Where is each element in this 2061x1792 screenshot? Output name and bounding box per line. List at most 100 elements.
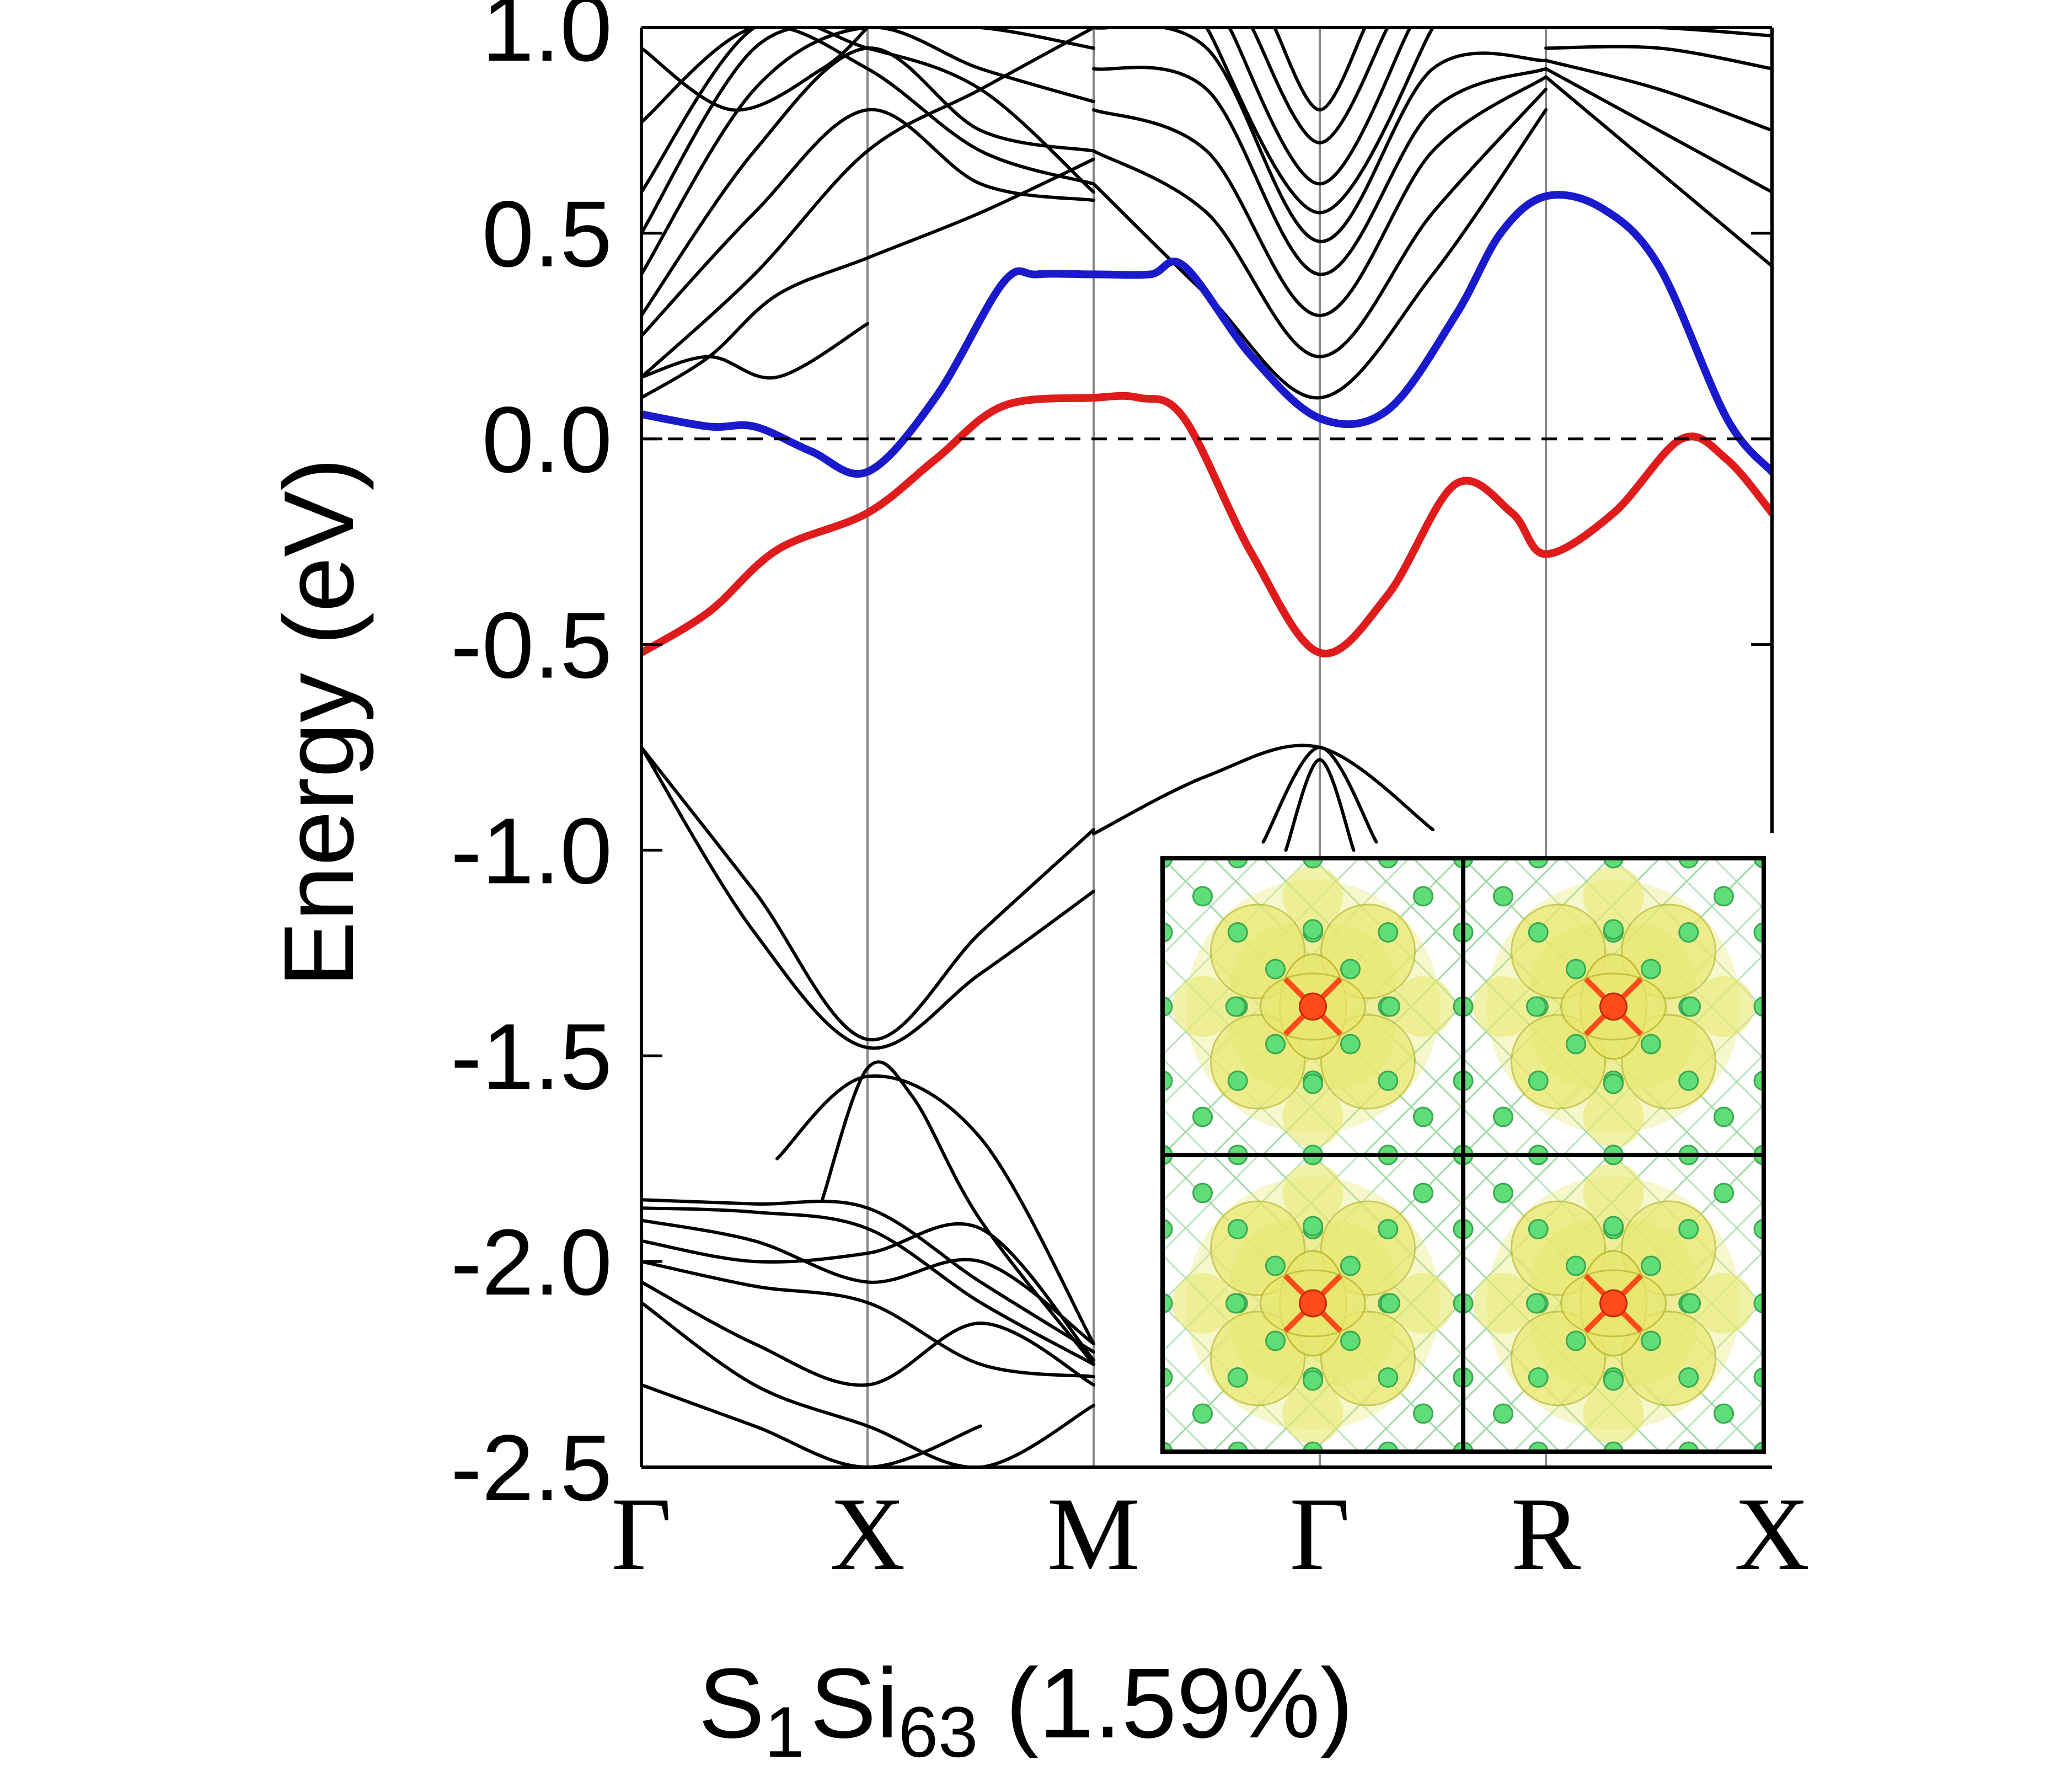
si-atom: [1528, 1441, 1549, 1452]
y-tick-label: 0.0: [482, 388, 612, 493]
band-curve: [1092, 87, 1548, 359]
si-atom: [1603, 1216, 1624, 1237]
si-atom: [1493, 1106, 1513, 1127]
si-atom: [1303, 858, 1323, 869]
s-atom: [1299, 992, 1327, 1021]
si-atom: [1378, 858, 1399, 869]
si-atom: [1603, 1370, 1624, 1391]
y-axis-tick-labels: 1.0 0.5 0.0 -0.5 -1.0 -1.5 -2.0 -2.5: [451, 0, 612, 1521]
si-atom: [1413, 886, 1433, 907]
si-atom: [1225, 1293, 1246, 1314]
si-atom: [1380, 996, 1400, 1017]
si-atom: [1603, 858, 1624, 869]
si-atom: [1378, 1441, 1399, 1452]
x-label-sub-si: 63: [898, 1692, 978, 1772]
si-atom: [1678, 1219, 1699, 1239]
band-curve: [641, 1301, 1095, 1467]
si-atom: [1227, 1367, 1248, 1388]
y-axis-label: Energy (eV): [264, 458, 374, 987]
band-curve: [1261, 746, 1378, 844]
band-curve: [641, 28, 1095, 194]
si-atom: [1641, 1330, 1661, 1351]
band-curve: [1092, 75, 1548, 317]
band-curve: [641, 28, 1095, 186]
band-curve: [641, 1280, 1095, 1387]
x-axis-label: S1Si63 (1.59%): [698, 1648, 1353, 1772]
si-atom: [1227, 1071, 1248, 1091]
band-curve: [1092, 28, 1548, 243]
si-atom: [1678, 858, 1699, 869]
si-atom: [1753, 922, 1764, 943]
si-atom: [1303, 919, 1323, 940]
band-curve: [641, 28, 869, 112]
si-atom: [1680, 996, 1701, 1017]
band-curve: [1544, 45, 1772, 71]
y-tick-label: -1.0: [451, 799, 612, 903]
si-atom: [1526, 996, 1546, 1017]
band-curve: [1544, 75, 1772, 268]
si-atom: [1303, 1216, 1323, 1237]
si-atom: [1528, 922, 1549, 943]
y-tick-label: 1.0: [482, 0, 612, 81]
si-atom: [1566, 1255, 1586, 1276]
si-atom: [1528, 1071, 1549, 1091]
charge-density-inset: [1160, 856, 1766, 1454]
si-atom: [1163, 996, 1173, 1017]
band-red-highlight: [641, 392, 1772, 657]
y-tick-label: -1.5: [451, 1004, 612, 1109]
band-curve: [1092, 66, 1548, 276]
si-atom: [1714, 1106, 1734, 1127]
band-curve: [1205, 28, 1434, 215]
s-atom: [1299, 1289, 1327, 1318]
si-atom: [1163, 922, 1173, 943]
y-tick-label: 0.5: [482, 182, 612, 287]
band-curve: [1092, 743, 1434, 836]
band-curve: [1544, 67, 1772, 194]
band-curve: [1228, 28, 1412, 186]
si-atom: [1227, 1441, 1248, 1452]
si-atom: [1265, 1034, 1286, 1055]
si-atom: [1378, 1071, 1399, 1091]
si-atom: [1753, 996, 1764, 1017]
kpoint-label: R: [1511, 1477, 1581, 1592]
si-atom: [1227, 858, 1248, 869]
band-curve: [641, 1198, 1095, 1354]
si-atom: [1680, 1293, 1701, 1314]
si-atom: [1526, 1293, 1546, 1314]
si-atom: [1528, 1219, 1549, 1239]
band-curve: [641, 322, 869, 380]
si-atom: [1753, 1071, 1764, 1091]
si-atom: [1714, 886, 1734, 907]
si-atom: [1641, 959, 1661, 980]
x-label-element-si: Si: [810, 1648, 898, 1759]
si-atom: [1163, 858, 1173, 869]
si-atom: [1303, 1370, 1323, 1391]
band-curve: [641, 28, 1095, 379]
si-atom: [1493, 886, 1513, 907]
si-atom: [1225, 996, 1246, 1017]
band-curve: [1544, 58, 1772, 132]
kpoint-label: Γ: [1289, 1477, 1350, 1592]
si-atom: [1678, 1441, 1699, 1452]
si-atom: [1163, 1441, 1173, 1452]
si-atom: [1163, 1367, 1173, 1388]
y-tick-label: -0.5: [451, 593, 612, 698]
si-atom: [1227, 922, 1248, 943]
si-atom: [1678, 1071, 1699, 1091]
x-label-sub-s: 1: [764, 1692, 804, 1772]
si-atom: [1340, 959, 1361, 980]
band-curve: [641, 1222, 1095, 1362]
si-atom: [1340, 1330, 1361, 1351]
kpoint-label: X: [829, 1477, 905, 1592]
axes-frame: [640, 26, 1774, 1469]
si-atom: [1528, 1367, 1549, 1388]
band-curve: [1284, 758, 1356, 852]
si-atom: [1378, 922, 1399, 943]
si-atom: [1603, 1441, 1624, 1452]
s-atom: [1599, 1289, 1628, 1318]
si-atom: [1678, 922, 1699, 943]
si-atom: [1714, 1403, 1734, 1424]
si-atom: [1380, 1293, 1400, 1314]
si-atom: [1753, 1367, 1764, 1388]
